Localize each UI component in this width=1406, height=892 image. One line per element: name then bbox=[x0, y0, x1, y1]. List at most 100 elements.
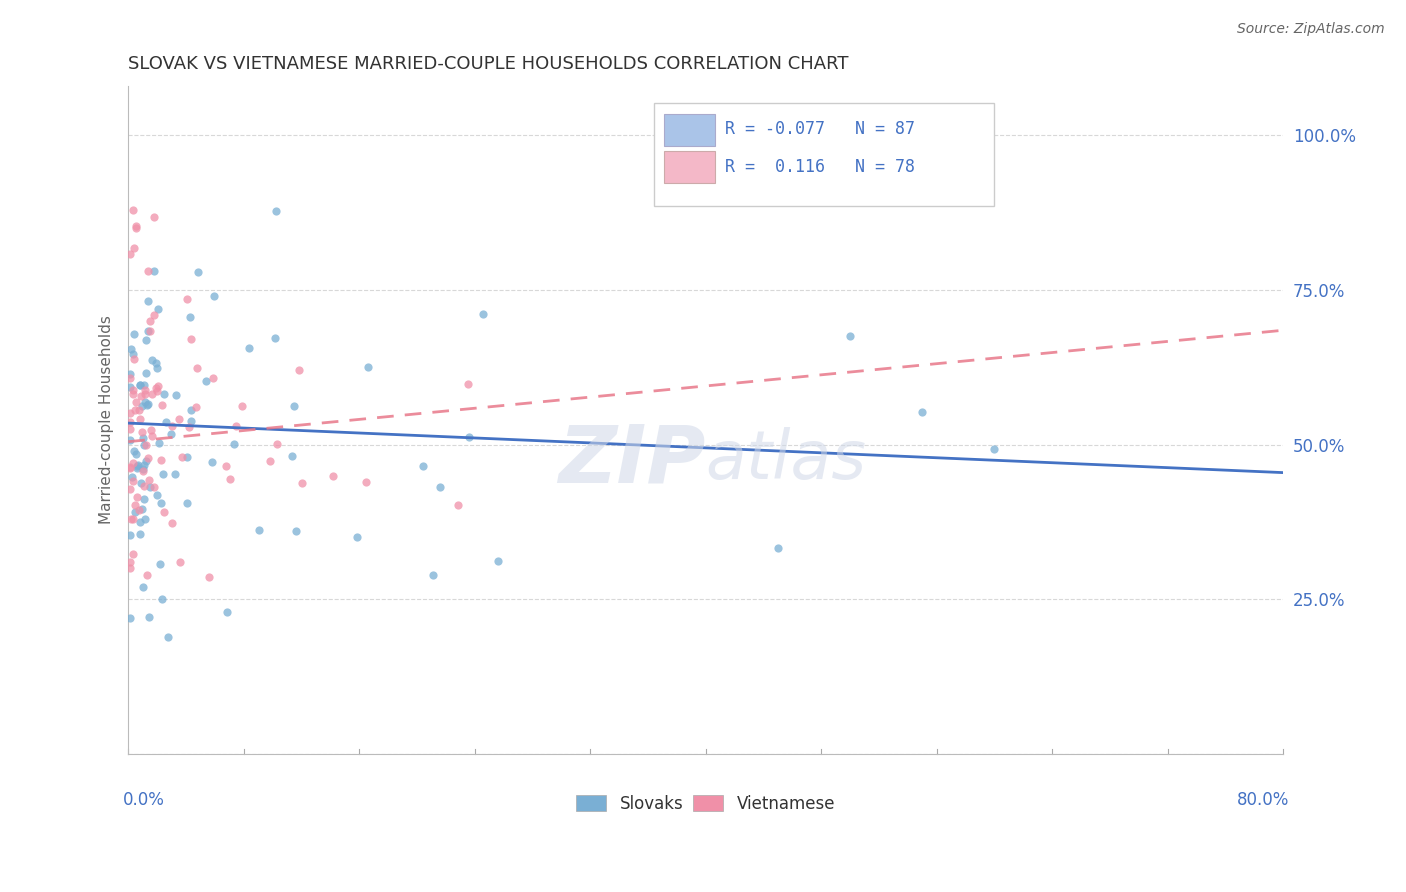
Point bbox=[429, 480, 451, 494]
Text: 0.0%: 0.0% bbox=[122, 791, 165, 809]
Point bbox=[284, 524, 307, 538]
Point bbox=[129, 515, 152, 529]
Point bbox=[176, 292, 198, 306]
Point bbox=[120, 511, 142, 525]
Point bbox=[322, 468, 344, 483]
Point bbox=[118, 482, 141, 496]
Point bbox=[131, 425, 153, 440]
Point bbox=[134, 387, 156, 401]
Point bbox=[180, 414, 202, 428]
Point bbox=[983, 442, 1005, 457]
Point bbox=[124, 498, 146, 512]
Point bbox=[118, 246, 141, 260]
Point bbox=[219, 472, 242, 486]
FancyBboxPatch shape bbox=[664, 152, 714, 184]
Point bbox=[122, 351, 145, 366]
Point bbox=[486, 553, 509, 567]
Point bbox=[131, 431, 153, 445]
Point bbox=[122, 202, 145, 217]
Point bbox=[138, 396, 160, 410]
Point bbox=[148, 436, 170, 450]
Point bbox=[134, 394, 156, 409]
Point bbox=[201, 370, 224, 384]
Point bbox=[118, 422, 141, 436]
Point bbox=[132, 458, 155, 472]
Text: ZIP: ZIP bbox=[558, 421, 706, 500]
Point bbox=[346, 530, 368, 544]
Point bbox=[139, 314, 162, 328]
Point bbox=[122, 444, 145, 458]
Point bbox=[118, 528, 141, 542]
Point bbox=[839, 328, 862, 343]
Point bbox=[132, 464, 155, 478]
Point bbox=[354, 475, 377, 489]
Point bbox=[447, 498, 470, 512]
Point bbox=[129, 378, 152, 392]
Point bbox=[225, 419, 247, 434]
Point bbox=[131, 502, 153, 516]
Point bbox=[125, 447, 148, 461]
Point bbox=[132, 580, 155, 594]
Point bbox=[169, 411, 191, 425]
Point bbox=[198, 570, 221, 584]
Point bbox=[180, 332, 202, 346]
Point bbox=[124, 403, 146, 417]
Point bbox=[202, 288, 225, 302]
Point bbox=[118, 370, 141, 384]
Point bbox=[141, 423, 163, 437]
Point bbox=[143, 263, 166, 277]
Point bbox=[222, 436, 245, 450]
Legend: Slovaks, Vietnamese: Slovaks, Vietnamese bbox=[576, 795, 835, 813]
Point bbox=[458, 430, 481, 444]
Point bbox=[134, 511, 156, 525]
FancyBboxPatch shape bbox=[664, 114, 714, 146]
Point bbox=[184, 401, 207, 415]
Text: R = -0.077   N = 87: R = -0.077 N = 87 bbox=[725, 120, 915, 138]
Point bbox=[143, 308, 166, 322]
Point bbox=[176, 496, 198, 510]
Point bbox=[128, 412, 150, 426]
Point bbox=[136, 324, 159, 338]
Point bbox=[118, 555, 141, 569]
Point bbox=[266, 436, 288, 450]
Point bbox=[118, 460, 141, 475]
Point bbox=[412, 459, 434, 474]
Point bbox=[153, 505, 176, 519]
Point bbox=[186, 360, 208, 375]
Point bbox=[125, 490, 148, 504]
Point bbox=[179, 310, 201, 324]
Point bbox=[264, 331, 287, 345]
Point bbox=[122, 547, 145, 561]
Point bbox=[160, 419, 183, 434]
Point bbox=[153, 387, 176, 401]
Point bbox=[124, 241, 146, 255]
Point bbox=[132, 438, 155, 452]
Point bbox=[129, 389, 152, 403]
Point bbox=[176, 450, 198, 465]
Point bbox=[127, 458, 149, 472]
Point bbox=[201, 455, 224, 469]
Point bbox=[155, 415, 177, 429]
Point bbox=[145, 381, 167, 395]
Point bbox=[125, 219, 148, 234]
Text: Source: ZipAtlas.com: Source: ZipAtlas.com bbox=[1237, 22, 1385, 37]
Point bbox=[150, 452, 173, 467]
Point bbox=[131, 462, 153, 476]
Point bbox=[134, 377, 156, 392]
Point bbox=[128, 526, 150, 541]
Point bbox=[118, 434, 141, 448]
Point bbox=[180, 402, 202, 417]
Point bbox=[357, 360, 380, 375]
Point bbox=[124, 326, 146, 341]
Point bbox=[118, 415, 141, 429]
Point bbox=[141, 387, 163, 401]
Point bbox=[131, 399, 153, 413]
Point bbox=[138, 609, 160, 624]
Point bbox=[231, 399, 253, 413]
Point bbox=[124, 505, 146, 519]
Point bbox=[146, 301, 169, 316]
Text: R =  0.116   N = 78: R = 0.116 N = 78 bbox=[725, 159, 915, 177]
Point bbox=[120, 342, 142, 356]
Point bbox=[128, 402, 150, 417]
Point bbox=[141, 429, 163, 443]
